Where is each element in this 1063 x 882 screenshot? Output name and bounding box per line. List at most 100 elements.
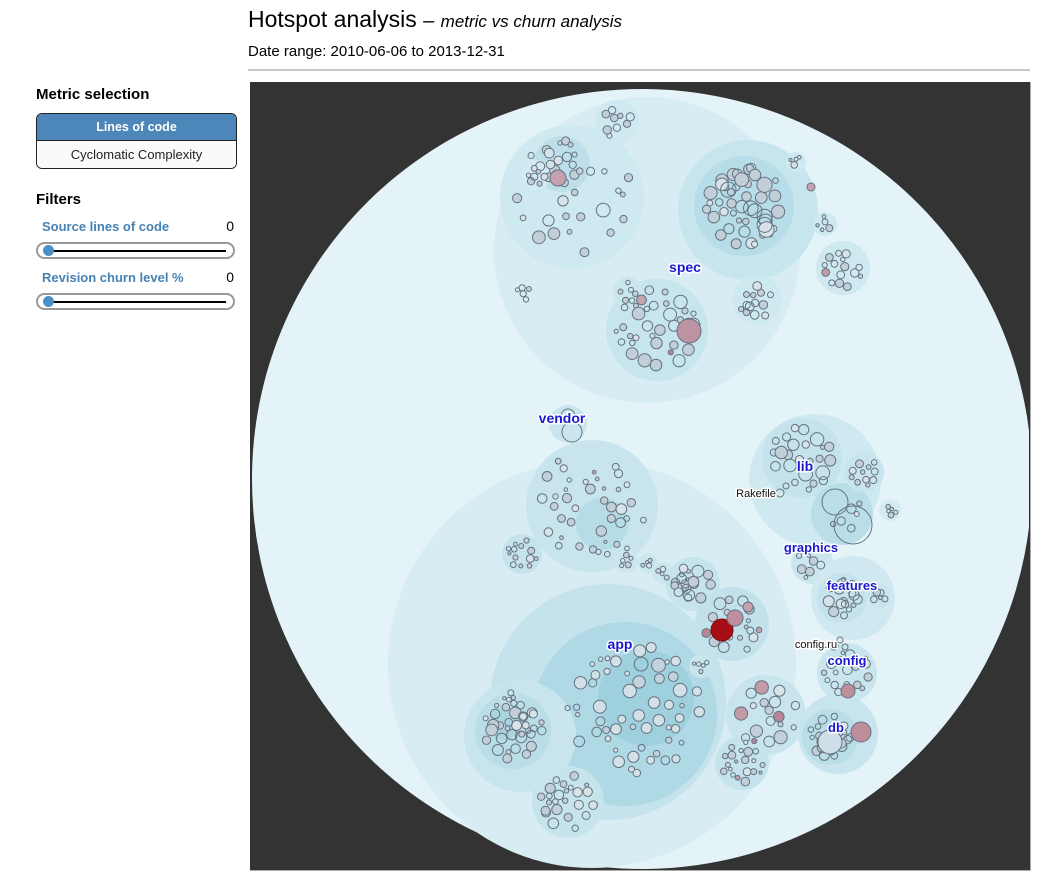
file-bubble[interactable] [541, 471, 553, 482]
file-bubble[interactable] [545, 159, 556, 170]
file-bubble[interactable] [563, 788, 570, 794]
file-bubble[interactable] [742, 217, 750, 226]
file-bubble[interactable] [624, 670, 631, 677]
file-bubble[interactable] [771, 204, 786, 219]
file-bubble[interactable] [805, 486, 812, 493]
file-bubble[interactable] [525, 172, 532, 178]
file-bubble[interactable] [511, 719, 523, 731]
file-bubble[interactable] [573, 735, 586, 748]
file-bubble[interactable] [750, 298, 760, 308]
file-bubble[interactable] [773, 730, 788, 745]
file-bubble[interactable] [816, 560, 826, 570]
file-bubble[interactable] [502, 753, 513, 764]
file-bubble[interactable] [603, 667, 611, 676]
file-bubble[interactable] [738, 747, 744, 754]
hotspot-bubble-chart[interactable]: spec vendor lib Rakefile graphics features con… [250, 82, 1029, 869]
file-bubble[interactable] [798, 424, 810, 436]
file-bubble[interactable] [570, 188, 579, 197]
file-bubble[interactable] [567, 784, 574, 791]
file-bubble[interactable] [665, 724, 672, 731]
file-bubble[interactable] [855, 263, 863, 272]
file-bubble[interactable] [748, 168, 762, 182]
file-bubble[interactable] [595, 525, 607, 537]
file-bubble[interactable] [830, 712, 838, 721]
metric-button-cyclomatic-complexity[interactable]: Cyclomatic Complexity [37, 141, 236, 168]
file-bubble[interactable] [654, 324, 666, 336]
file-bubble[interactable] [872, 588, 882, 597]
file-bubble[interactable] [591, 469, 597, 475]
file-bubble[interactable] [771, 436, 780, 445]
file-bubble[interactable] [828, 279, 836, 287]
file-bubble[interactable] [663, 307, 678, 322]
file-bubble[interactable] [540, 805, 551, 816]
file-bubble[interactable] [604, 550, 611, 558]
file-bubble[interactable] [525, 554, 535, 563]
file-bubble[interactable] [557, 140, 563, 146]
file-bubble[interactable] [536, 180, 543, 187]
file-bubble[interactable] [798, 466, 813, 482]
file-bubble[interactable] [703, 186, 718, 200]
file-bubble[interactable] [678, 563, 689, 574]
file-bubble[interactable] [673, 587, 684, 598]
file-bubble[interactable] [758, 300, 769, 310]
file-bubble[interactable] [724, 761, 731, 768]
file-bubble[interactable] [738, 306, 745, 313]
file-bubble[interactable] [790, 161, 799, 169]
file-bubble[interactable] [617, 112, 624, 119]
file-bubble[interactable] [750, 291, 757, 299]
file-bubble[interactable] [602, 726, 611, 734]
file-bubble[interactable] [575, 711, 581, 718]
file-bubble[interactable] [561, 151, 573, 163]
file-bubble[interactable] [573, 676, 588, 690]
file-bubble[interactable] [665, 736, 673, 744]
file-bubble[interactable] [606, 513, 616, 524]
file-bubble[interactable] [564, 705, 571, 712]
slider-thumb[interactable] [43, 245, 54, 256]
file-bubble[interactable] [840, 256, 846, 263]
file-bubble[interactable] [636, 294, 647, 306]
file-bubble[interactable] [830, 680, 839, 690]
file-bubble[interactable] [510, 546, 518, 553]
file-bubble[interactable] [595, 716, 606, 727]
file-bubble[interactable] [519, 712, 528, 721]
file-bubble[interactable] [830, 520, 837, 528]
file-bubble[interactable] [545, 799, 553, 806]
file-bubble[interactable] [804, 566, 815, 577]
file-bubble[interactable] [744, 301, 755, 312]
file-bubble[interactable] [855, 459, 864, 469]
file-bubble[interactable] [788, 157, 793, 163]
file-bubble[interactable] [720, 767, 728, 776]
file-bubble[interactable] [761, 311, 770, 320]
file-bubble[interactable] [743, 739, 749, 746]
file-bubble[interactable] [832, 669, 839, 676]
churn-pink-file[interactable] [850, 721, 872, 743]
file-bubble[interactable] [751, 737, 758, 745]
file-bubble[interactable] [640, 562, 646, 568]
file-bubble[interactable] [628, 297, 636, 304]
file-bubble[interactable] [510, 694, 517, 701]
file-bubble[interactable] [885, 503, 891, 510]
file-bubble[interactable] [865, 482, 871, 488]
file-bubble[interactable] [518, 543, 525, 549]
file-bubble[interactable] [519, 214, 527, 222]
file-bubble[interactable] [613, 747, 619, 753]
file-bubble[interactable] [627, 332, 634, 340]
file-bubble[interactable] [562, 212, 570, 221]
file-bubble[interactable] [654, 673, 665, 684]
file-bubble[interactable] [745, 687, 757, 699]
file-bubble[interactable] [759, 762, 766, 768]
file-bubble[interactable] [619, 214, 628, 224]
file-bubble[interactable] [821, 262, 828, 269]
file-bubble[interactable] [563, 487, 569, 492]
file-bubble[interactable] [730, 772, 736, 778]
file-bubble[interactable] [628, 286, 634, 293]
file-bubble[interactable] [745, 618, 751, 624]
file-bubble[interactable] [637, 743, 646, 752]
file-bubble[interactable] [768, 695, 782, 709]
file-bubble[interactable] [559, 780, 568, 788]
file-bubble[interactable] [628, 765, 635, 773]
file-bubble[interactable] [562, 797, 569, 804]
file-bubble[interactable] [726, 198, 737, 209]
file-bubble[interactable] [681, 307, 689, 315]
file-bubble[interactable] [734, 706, 749, 721]
